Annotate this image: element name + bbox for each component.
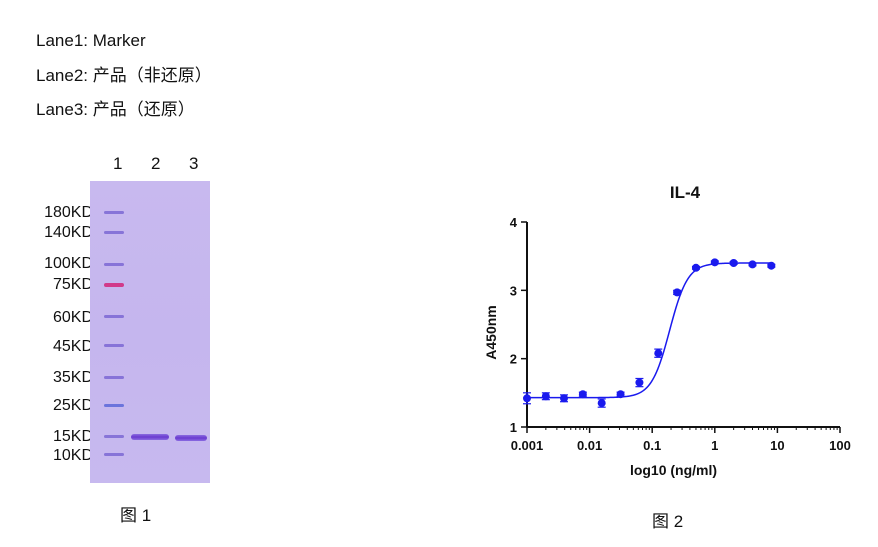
lane-number-3: 3 <box>189 154 199 173</box>
marker-label-75kd: 75KD <box>52 276 93 293</box>
y-axis-label: A450nm <box>483 305 499 359</box>
figure2-caption: 图 2 <box>652 512 684 531</box>
x-axis-label: log10 (ng/ml) <box>630 462 717 478</box>
marker-label-25kd: 25KD <box>52 397 93 414</box>
lane-number-2: 2 <box>151 154 161 173</box>
marker-band-60kd <box>104 315 124 318</box>
marker-label-140kd: 140KD <box>44 224 93 241</box>
data-point <box>767 261 776 270</box>
data-point <box>691 263 700 272</box>
figure1-caption: 图 1 <box>120 506 152 525</box>
x-tick-label: 100 <box>829 438 851 453</box>
marker-band-10kd <box>104 453 124 456</box>
data-point <box>673 288 682 297</box>
y-tick-label: 2 <box>510 352 517 367</box>
lane-number-1: 1 <box>113 154 123 173</box>
lane3-product-band <box>175 435 207 441</box>
marker-band-75kd <box>104 283 124 287</box>
sds-page-gel <box>90 181 210 483</box>
x-tick-label: 0.1 <box>643 438 661 453</box>
data-point <box>560 394 569 403</box>
marker-band-140kd <box>104 231 124 234</box>
legend-lane3: Lane3: 产品（还原） <box>36 100 195 119</box>
data-point <box>635 378 644 387</box>
legend-lane2: Lane2: 产品（非还原） <box>36 66 212 85</box>
lane2-product-band <box>131 434 169 440</box>
marker-label-60kd: 60KD <box>52 309 93 326</box>
marker-band-15kd <box>104 435 124 438</box>
dose-response-chart: 0.001 0.01 0.1 1 10 100 1 2 3 4 log10 (ng/ml) A450n… <box>483 215 851 478</box>
y-tick-label: 3 <box>510 283 517 298</box>
data-point <box>616 390 625 399</box>
marker-label-15kd: 15KD <box>52 428 93 445</box>
data-point <box>541 392 550 401</box>
marker-label-45kd: 45KD <box>52 338 93 355</box>
marker-label-35kd: 35KD <box>52 369 93 386</box>
x-tick-label: 1 <box>711 438 718 453</box>
marker-label-10kd: 10KD <box>52 447 93 464</box>
data-point <box>523 394 531 403</box>
chart-title: IL-4 <box>669 183 701 202</box>
data-point <box>729 259 738 267</box>
y-tick-label: 4 <box>510 215 518 230</box>
x-tick-label: 10 <box>770 438 784 453</box>
data-point <box>597 399 606 408</box>
data-point <box>748 260 757 269</box>
marker-band-45kd <box>104 344 124 347</box>
marker-band-100kd <box>104 263 124 266</box>
x-tick-label: 0.001 <box>511 438 544 453</box>
x-tick-label: 0.01 <box>577 438 602 453</box>
marker-label-100kd: 100KD <box>44 255 93 272</box>
data-point <box>654 349 663 358</box>
marker-label-180kd: 180KD <box>44 204 93 221</box>
legend-lane1: Lane1: Marker <box>36 31 146 50</box>
data-point <box>710 258 719 267</box>
data-point <box>578 390 587 399</box>
marker-band-25kd <box>104 404 124 407</box>
fit-curve <box>527 262 772 399</box>
marker-band-35kd <box>104 376 124 379</box>
marker-band-180kd <box>104 211 124 214</box>
y-tick-label: 1 <box>510 420 517 435</box>
